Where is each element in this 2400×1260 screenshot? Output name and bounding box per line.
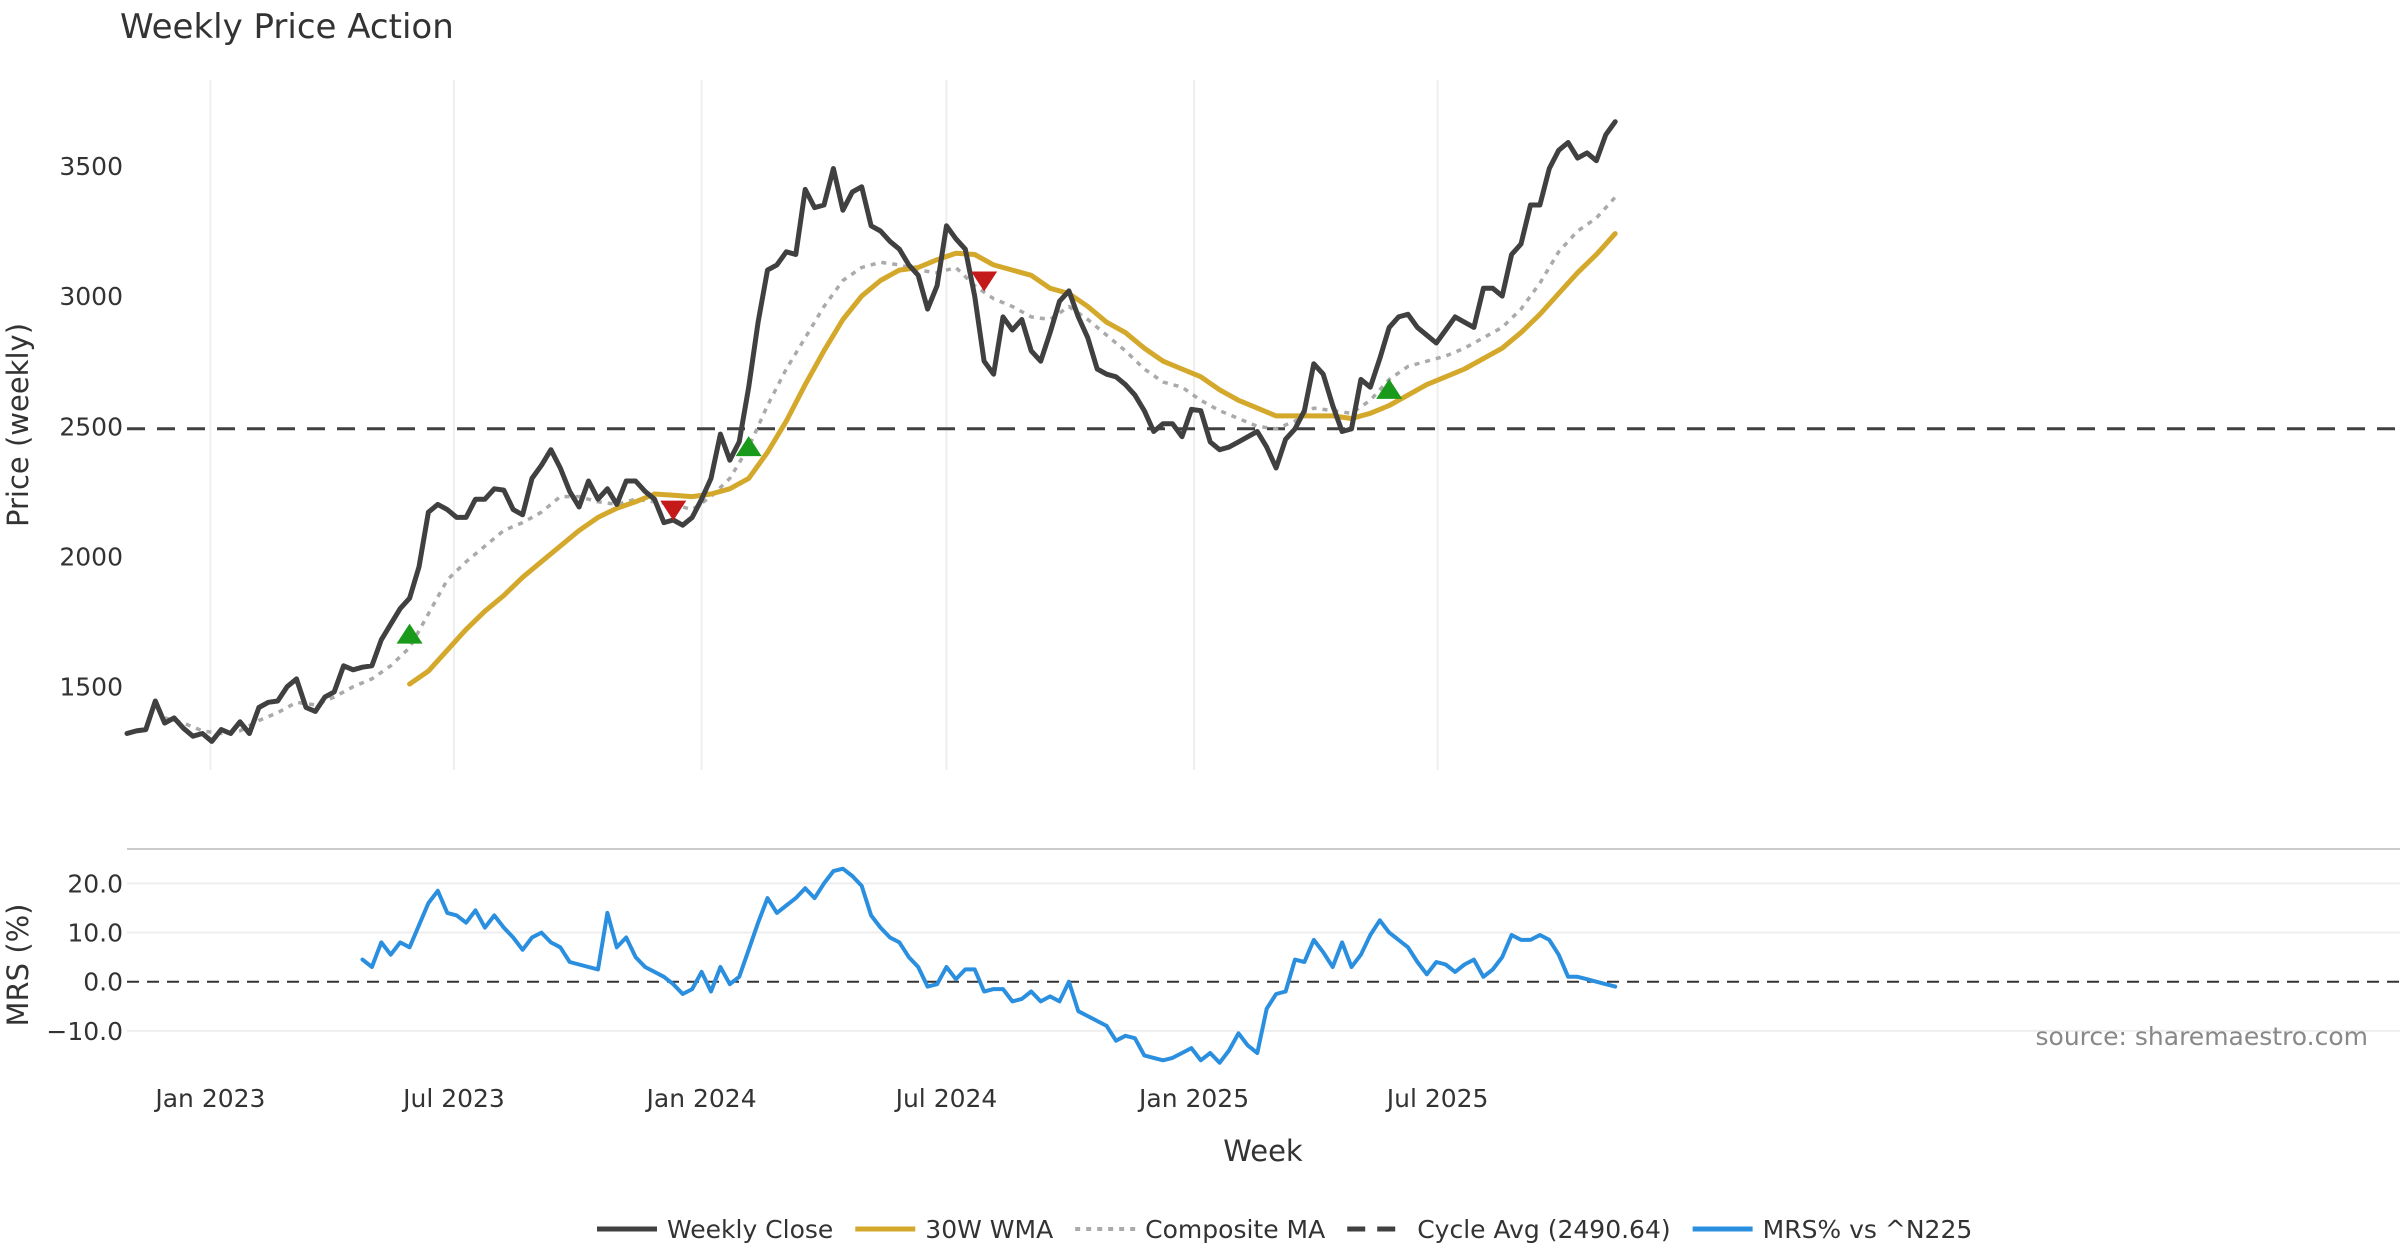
- x-axis-title: Week: [1223, 1134, 1303, 1168]
- series-30w-wma-line: [407, 231, 1618, 687]
- mrs-y-tick-label: 0.0: [83, 968, 123, 997]
- mrs-y-ticks: 20.0 10.0 0.0 −10.0: [46, 869, 123, 1045]
- sell-signal-marker: [971, 271, 998, 292]
- series-weekly-close-line: [124, 119, 1618, 744]
- x-tick-label: Jan 2025: [1137, 1084, 1249, 1113]
- price-y-tick-label: 1500: [59, 673, 123, 702]
- price-series: [124, 119, 2400, 744]
- legend-label-cycle-avg-2490-64: Cycle Avg (2490.64): [1417, 1215, 1670, 1244]
- legend: Weekly Close 30W WMA Composite MA Cycle Avg…: [597, 1215, 1972, 1244]
- price-y-tick-label: 2000: [59, 542, 123, 571]
- price-y-tick-label: 3500: [59, 152, 123, 181]
- mrs-y-tick-label: 10.0: [67, 919, 123, 948]
- source-note: source: sharemaestro.com: [2036, 1022, 2369, 1051]
- price-y-axis-title: Price (weekly): [1, 323, 35, 527]
- price-y-tick-label: 3000: [59, 282, 123, 311]
- x-ticks: Jan 2023 Jul 2023 Jan 2024 Jul 2024 Jan 2025…: [153, 1084, 1488, 1113]
- series-composite-ma-line: [164, 196, 1617, 736]
- mrs-y-tick-label: 20.0: [67, 869, 123, 898]
- price-grid: [209, 80, 1439, 770]
- chart-title: Weekly Price Action: [120, 7, 454, 47]
- signal-markers: [396, 271, 1403, 644]
- mrs-y-axis-title: MRS (%): [1, 904, 35, 1027]
- mrs-grid: [127, 882, 2400, 1032]
- price-y-ticks: 1500 2000 2500 3000 3500: [59, 152, 123, 702]
- x-tick-label: Jul 2024: [894, 1084, 998, 1113]
- legend-label-mrs-vs-n225: MRS% vs ^N225: [1763, 1215, 1973, 1244]
- sell-signal-marker: [660, 500, 687, 521]
- buy-signal-marker: [396, 623, 423, 644]
- series-mrs-vs-n225-line: [360, 866, 1618, 1065]
- mrs-series: [360, 866, 1618, 1065]
- legend-label-composite-ma: Composite MA: [1145, 1215, 1325, 1244]
- x-tick-label: Jan 2024: [645, 1084, 757, 1113]
- buy-signal-marker: [1376, 378, 1403, 399]
- legend-label-weekly-close: Weekly Close: [667, 1215, 833, 1244]
- buy-signal-marker: [735, 436, 762, 457]
- x-tick-label: Jul 2025: [1385, 1084, 1489, 1113]
- price-y-tick-label: 2500: [59, 412, 123, 441]
- legend-label-30w-wma: 30W WMA: [925, 1215, 1053, 1244]
- mrs-y-tick-label: −10.0: [46, 1017, 123, 1046]
- x-tick-label: Jan 2023: [153, 1084, 265, 1113]
- x-tick-label: Jul 2023: [401, 1084, 505, 1113]
